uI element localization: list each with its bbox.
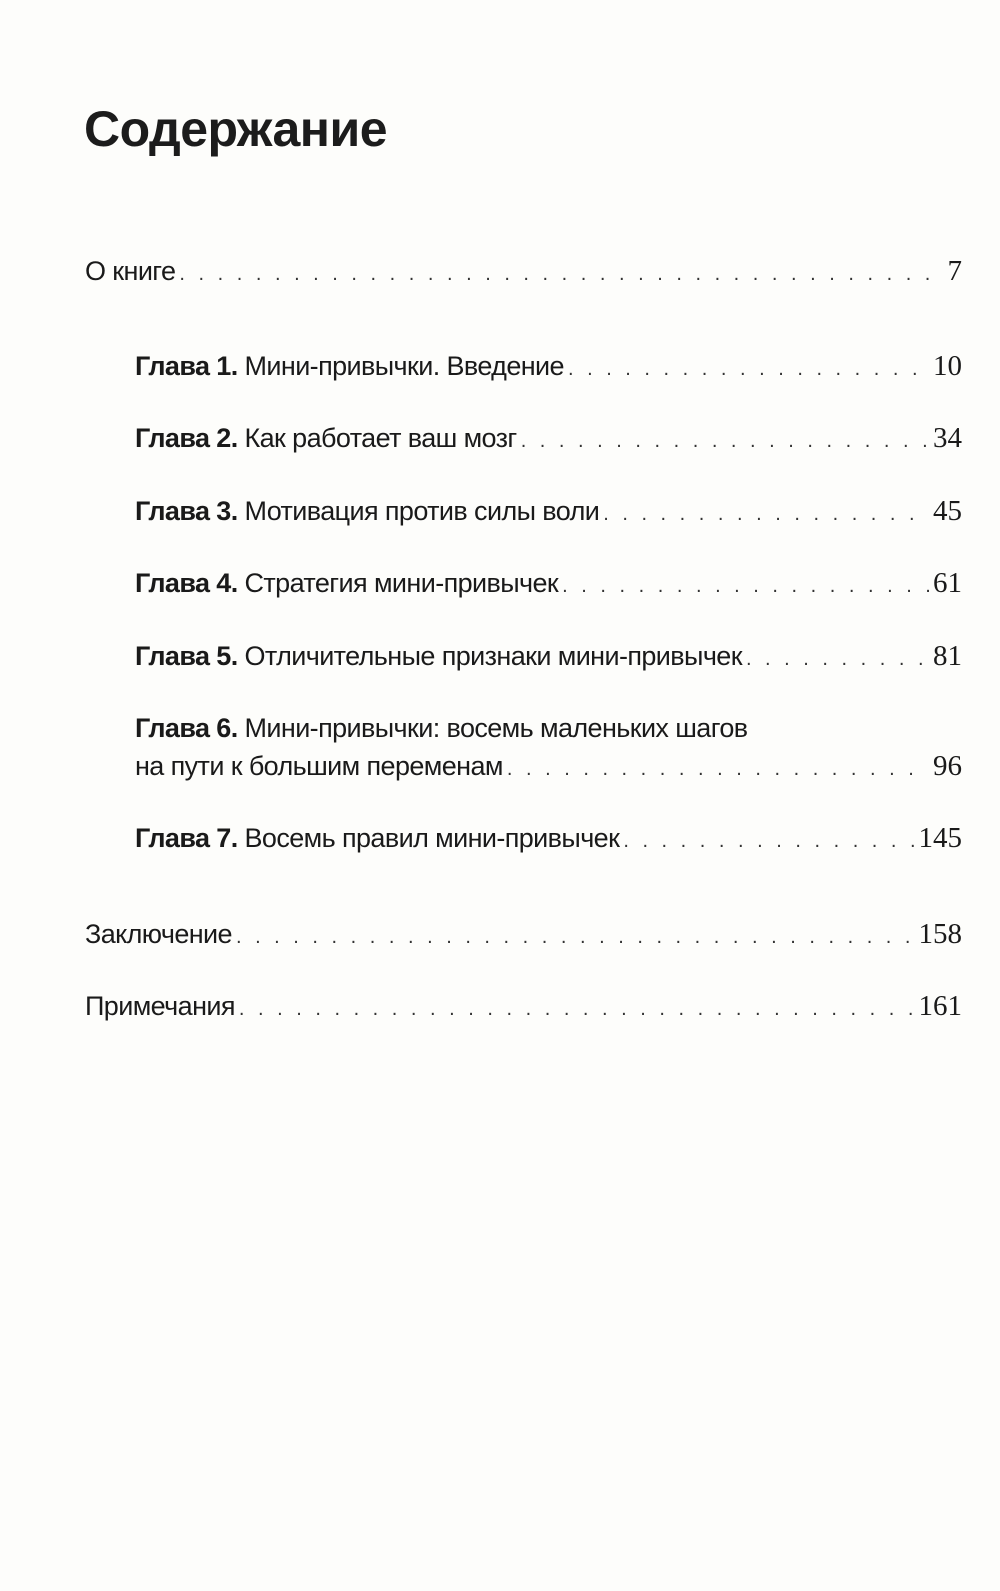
toc-entry-about[interactable]: О книге 7 [85,255,962,288]
toc-entry-chapter-2[interactable]: Глава 2. Как работает ваш мозг 34 [135,422,962,455]
chapter-number: Глава 7. [135,823,238,853]
toc-page-number: 161 [918,990,963,1022]
toc-entry-label: Мини-привычки: восемь маленьких шагов [244,713,749,743]
toc-entry-chapter-5[interactable]: Глава 5. Отличительные признаки мини-при… [135,640,962,673]
toc-page-number: 61 [933,567,962,599]
dot-leader [623,830,914,853]
dot-leader [603,503,929,526]
chapter-number: Глава 2. [135,423,238,453]
toc-entry-label: Восемь правил мини-привычек [244,823,620,853]
toc-page-number: 81 [933,640,962,672]
chapter-number: Глава 3. [135,496,238,526]
dot-leader [568,358,929,381]
toc-entry-label: Стратегия мини-привычек [244,568,559,598]
dot-leader [521,430,929,453]
chapter-number: Глава 5. [135,641,238,671]
toc-entry-label: Мини-привычки. Введение [244,351,565,381]
toc-entry-label: Заключение [85,919,233,949]
toc-page-number: 158 [918,918,963,950]
dot-leader [179,263,943,286]
chapter-number: Глава 1. [135,351,238,381]
page-title: Содержание [84,101,388,157]
toc-entry-chapter-3[interactable]: Глава 3. Мотивация против силы воли 45 [135,495,962,528]
toc-entry-conclusion[interactable]: Заключение 158 [85,918,962,951]
dot-leader [507,758,929,781]
toc-page-number: 145 [918,822,963,854]
toc-entry-notes[interactable]: Примечания 161 [85,990,962,1023]
toc-entry-label: Как работает ваш мозг [244,423,518,453]
dot-leader [746,648,929,671]
dot-leader [239,998,915,1021]
toc-entry-chapter-1[interactable]: Глава 1. Мини-привычки. Введение 10 [135,350,962,383]
dot-leader [236,926,915,949]
toc-entry-chapter-6[interactable]: на пути к большим переменам 96 [135,750,962,783]
toc-page-number: 7 [947,255,963,287]
toc-entry-label-continued: на пути к большим переменам [135,751,503,781]
chapter-number: Глава 6. [135,713,238,743]
toc-entry-label: О книге [85,256,176,286]
toc-page-number: 45 [933,495,962,527]
toc-entry-chapter-4[interactable]: Глава 4. Стратегия мини-привычек 61 [135,567,962,600]
toc-entry-chapter-7[interactable]: Глава 7. Восемь правил мини-привычек 145 [135,822,962,855]
toc-page-number: 34 [933,422,962,454]
toc-page-number: 10 [933,350,962,382]
toc-entry-label: Отличительные признаки мини-привычек [244,641,743,671]
dot-leader [562,575,929,598]
toc-entry-chapter-6-line-1[interactable]: Глава 6. Мини-привычки: восемь маленьких… [135,713,748,744]
chapter-number: Глава 4. [135,568,238,598]
toc-page-number: 96 [933,750,962,782]
toc-entry-label: Примечания [85,991,235,1021]
toc-entry-label: Мотивация против силы воли [244,496,600,526]
